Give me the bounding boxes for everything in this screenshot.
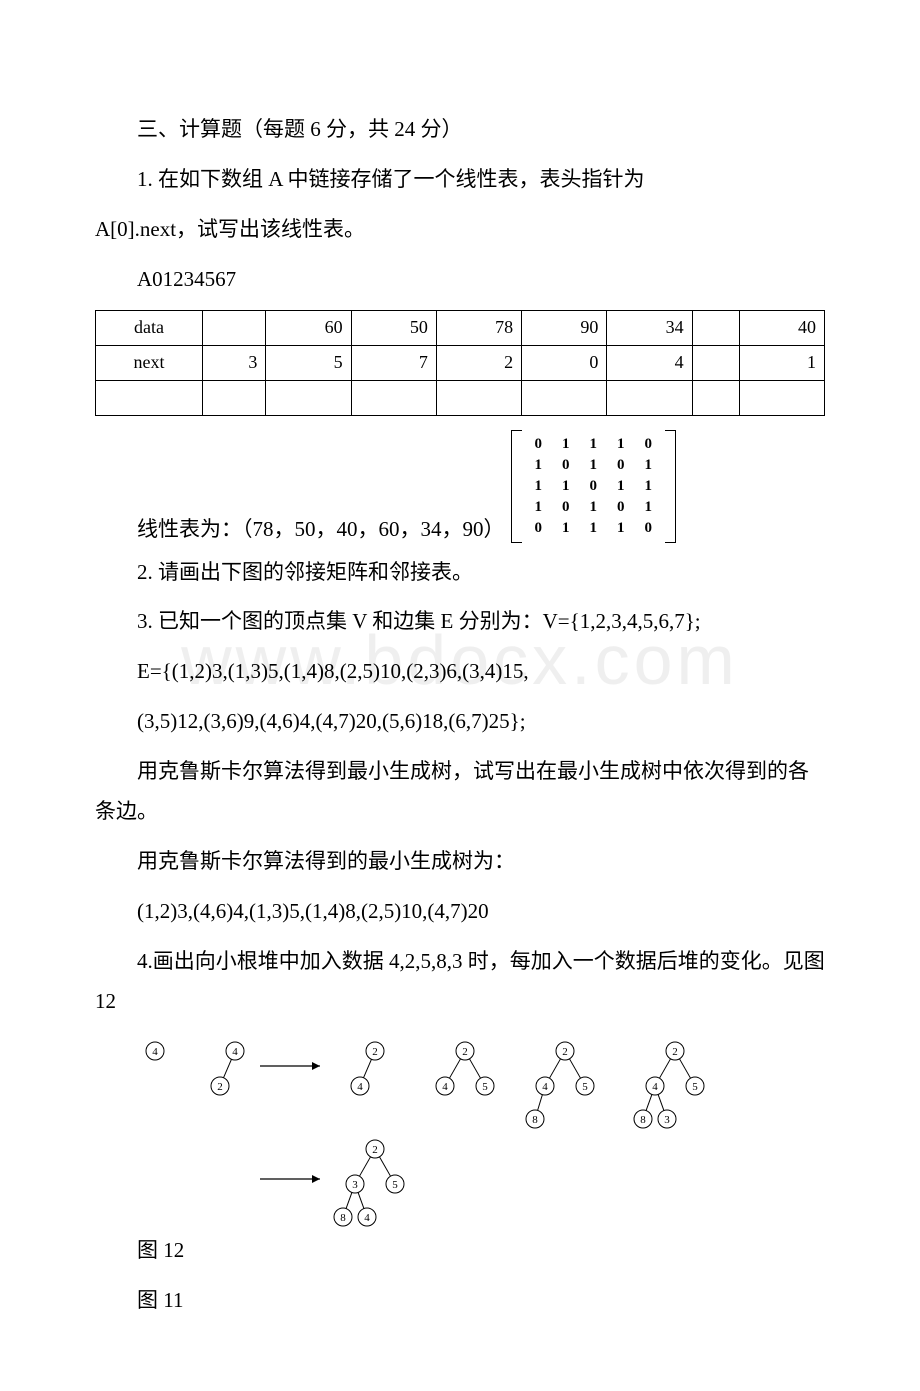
q1-indices: A01234567 <box>95 260 825 300</box>
cell: 5 <box>266 345 351 380</box>
svg-text:8: 8 <box>532 1114 538 1126</box>
q3-l4: 用克鲁斯卡尔算法得到最小生成树，试写出在最小生成树中依次得到的各条边。 <box>95 752 825 832</box>
svg-text:5: 5 <box>582 1081 588 1093</box>
cell: 2 <box>436 345 521 380</box>
svg-text:4: 4 <box>232 1046 238 1058</box>
svg-text:4: 4 <box>542 1081 548 1093</box>
cell: 4 <box>607 345 692 380</box>
cell: 3 <box>203 345 266 380</box>
row-label: data <box>96 310 203 345</box>
svg-text:5: 5 <box>482 1081 488 1093</box>
answer1-text: 线性表为：（78，50，40，60，34，90） <box>95 513 505 543</box>
cell: 50 <box>351 310 436 345</box>
cell: 60 <box>266 310 351 345</box>
svg-text:4: 4 <box>652 1081 658 1093</box>
svg-text:4: 4 <box>442 1081 448 1093</box>
cell: 34 <box>607 310 692 345</box>
q1-line2: A[0].next，试写出该线性表。 <box>95 210 825 250</box>
svg-text:2: 2 <box>372 1046 378 1058</box>
q1-line1: 1. 在如下数组 A 中链接存储了一个线性表，表头指针为 <box>95 160 825 200</box>
table-row: next 3 5 7 2 0 4 1 <box>96 345 825 380</box>
cell <box>692 345 739 380</box>
svg-text:3: 3 <box>664 1114 670 1126</box>
svg-text:4: 4 <box>364 1212 370 1224</box>
q1-table: data 60 50 78 90 34 40 next 3 5 7 2 0 4 … <box>95 310 825 416</box>
svg-text:3: 3 <box>352 1179 358 1191</box>
cell: 40 <box>739 310 824 345</box>
q3-a2: (1,2)3,(4,6)4,(1,3)5,(1,4)8,(2,5)10,(4,7… <box>95 892 825 932</box>
svg-text:2: 2 <box>372 1144 378 1156</box>
row-label: next <box>96 345 203 380</box>
q3-l2: E={(1,2)3,(1,3)5,(1,4)8,(2,5)10,(2,3)6,(… <box>95 652 825 692</box>
fig11-label: 图 11 <box>95 1281 825 1321</box>
q4-text: 4.画出向小根堆中加入数据 4,2,5,8,3 时，每加入一个数据后堆的变化。见… <box>95 942 825 1022</box>
cell <box>203 310 266 345</box>
cell: 90 <box>522 310 607 345</box>
svg-text:4: 4 <box>357 1081 363 1093</box>
svg-text:4: 4 <box>152 1046 158 1058</box>
cell <box>692 310 739 345</box>
q2-text: 2. 请画出下图的邻接矩阵和邻接表。 <box>95 553 825 593</box>
fig12-label: 图 12 <box>95 1231 825 1271</box>
section-heading: 三、计算题（每题 6 分，共 24 分） <box>95 110 825 150</box>
svg-text:2: 2 <box>462 1046 468 1058</box>
table-row <box>96 380 825 415</box>
q3-l3: (3,5)12,(3,6)9,(4,6)4,(4,7)20,(5,6)18,(6… <box>95 702 825 742</box>
q3-a1: 用克鲁斯卡尔算法得到的最小生成树为： <box>95 842 825 882</box>
svg-text:5: 5 <box>692 1081 698 1093</box>
table-row: data 60 50 78 90 34 40 <box>96 310 825 345</box>
adjacency-matrix: 01110 10101 11011 10101 01110 <box>511 430 677 543</box>
cell: 78 <box>436 310 521 345</box>
svg-text:2: 2 <box>672 1046 678 1058</box>
svg-text:5: 5 <box>392 1179 398 1191</box>
svg-text:8: 8 <box>340 1212 346 1224</box>
q3-l1: 3. 已知一个图的顶点集 V 和边集 E 分别为：V={1,2,3,4,5,6,… <box>95 602 825 642</box>
cell: 7 <box>351 345 436 380</box>
svg-text:2: 2 <box>562 1046 568 1058</box>
cell: 0 <box>522 345 607 380</box>
svg-text:8: 8 <box>640 1114 646 1126</box>
heap-figure: 4 4 2 2 4 2 4 5 2 4 5 8 2 4 5 8 3 2 3 5 8 4 <box>135 1031 825 1227</box>
cell: 1 <box>739 345 824 380</box>
svg-text:2: 2 <box>217 1081 223 1093</box>
